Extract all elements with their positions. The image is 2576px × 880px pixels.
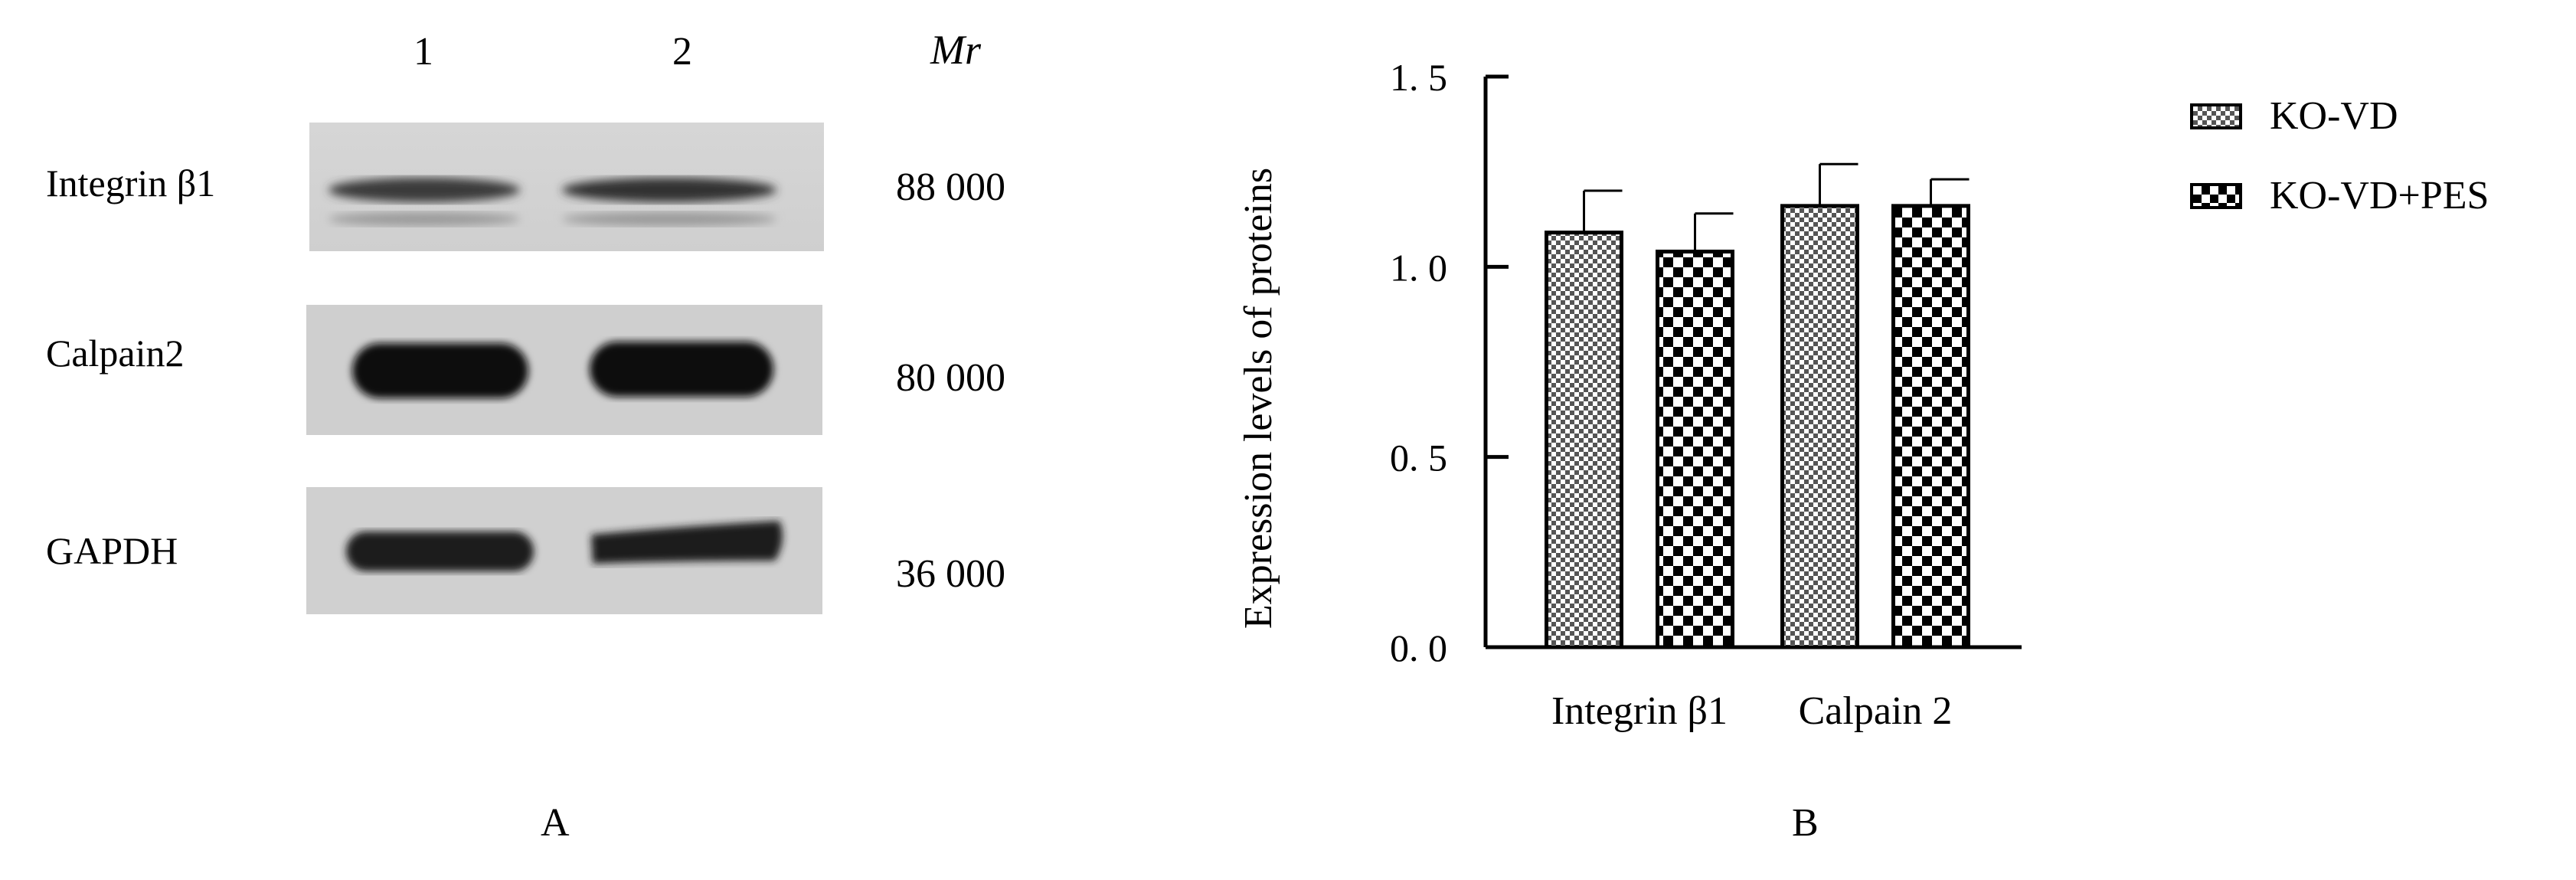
legend-label-ko-vd-pes: KO-VD+PES [2270, 174, 2489, 218]
legend-label-ko-vd: KO-VD [2270, 94, 2398, 138]
panel-label-b: B [1792, 801, 1819, 845]
y-tick-label: 0. 0 [1390, 626, 1447, 669]
y-tick-label: 0. 5 [1390, 437, 1447, 479]
mr-header: Mr [930, 27, 981, 73]
x-tick-label: Integrin β1 [1551, 689, 1728, 733]
mr-value-calpain2: 80 000 [896, 356, 1005, 400]
protein-label-gapdh: GAPDH [46, 529, 178, 572]
protein-label-calpain2: Calpain2 [46, 332, 185, 375]
mr-value-gapdh: 36 000 [896, 552, 1005, 596]
bar [1891, 204, 1970, 649]
bar [1545, 231, 1623, 649]
protein-label-integrin: Integrin β1 [46, 162, 216, 204]
bar-chart: Expression levels of proteins 0. 0 0. 5 1.… [1237, 56, 2022, 733]
bar [1656, 249, 1734, 649]
x-tick-label: Calpain 2 [1799, 689, 1953, 733]
legend-item-ko-vd: KO-VD [2190, 93, 2398, 139]
blot-calpain2 [306, 305, 822, 435]
legend-swatch-ko-vd-pes [2190, 182, 2242, 209]
blot-integrin [309, 123, 824, 251]
lane-label-2: 2 [672, 30, 692, 74]
mr-value-integrin: 88 000 [896, 165, 1005, 209]
legend-swatch-ko-vd [2190, 103, 2242, 129]
blot-gapdh [306, 487, 822, 614]
y-tick-label: 1. 5 [1390, 56, 1447, 99]
y-axis-label: Expression levels of proteins [1237, 168, 1280, 629]
bar [1780, 204, 1859, 649]
y-tick-label: 1. 0 [1390, 246, 1447, 289]
lane-label-1: 1 [414, 30, 433, 74]
legend-item-ko-vd-pes: KO-VD+PES [2190, 173, 2489, 218]
panel-label-a: A [541, 801, 570, 845]
